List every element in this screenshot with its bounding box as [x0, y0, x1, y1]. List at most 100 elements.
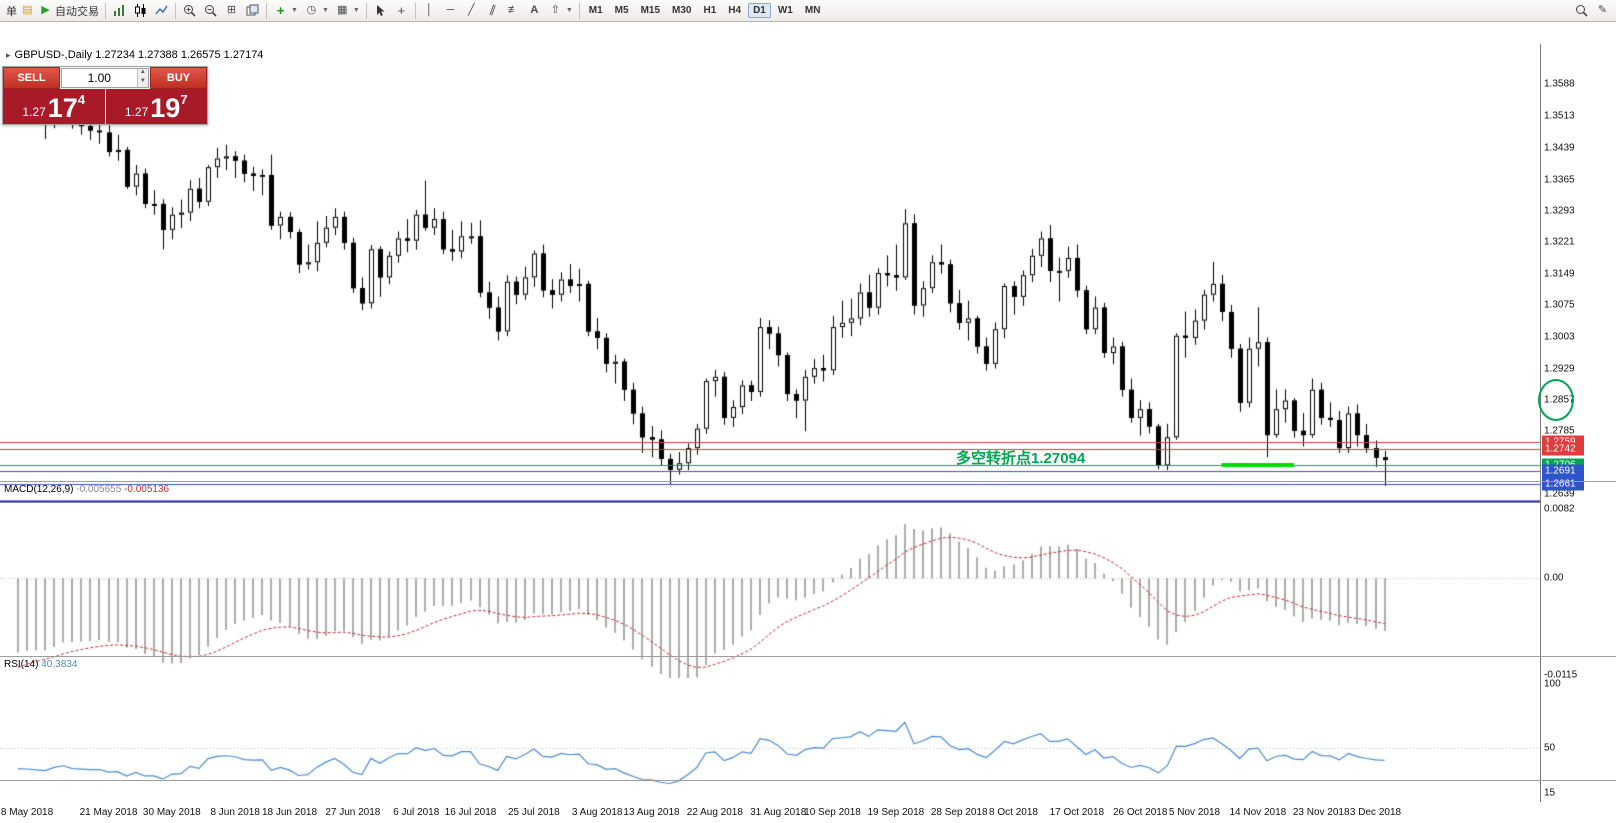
timeframe-button-H4[interactable]: H4 — [728, 5, 742, 16]
macd-indicator-label: MACD(12,26,9) -0.005655 -0.005136 — [4, 484, 170, 495]
time-axis[interactable]: 8 May 2018 21 May 2018 30 May 2018 8 Jun 20… — [0, 803, 1616, 823]
rsi-indicator-label: RSI(14) 40.3834 — [4, 659, 78, 670]
price-axis-label: 1.3439 — [1544, 142, 1575, 154]
toolbar-separator — [578, 2, 580, 19]
arrows-button[interactable]: ⇧ ▼ — [545, 1, 576, 21]
turning-point-annotation[interactable]: 多空转折点1.27094 — [956, 450, 1086, 467]
trendline-button[interactable]: ╱ — [461, 1, 482, 21]
date-label: 30 May 2018 — [142, 807, 201, 818]
autotrading-play-icon: ▶ — [41, 4, 50, 16]
rsi-value: 40.3834 — [41, 659, 78, 670]
zoom-in-button[interactable] — [179, 1, 200, 21]
zoom-out-button[interactable] — [200, 1, 221, 21]
price-axis-label: 1.3075 — [1544, 299, 1575, 311]
price-axis-label: 1.3588 — [1544, 78, 1575, 90]
line-chart-button[interactable] — [151, 1, 172, 21]
chevron-down-icon: ▼ — [565, 7, 573, 14]
search-button[interactable] — [1571, 1, 1592, 21]
panel-separator[interactable] — [0, 780, 1616, 781]
date-label: 16 Jul 2018 — [444, 807, 497, 818]
date-label: 31 Aug 2018 — [750, 807, 807, 818]
crosshair-icon: + — [397, 3, 406, 18]
volume-increase-button[interactable]: ▲ — [137, 69, 148, 78]
tile-windows-button[interactable]: ⊞ — [221, 1, 242, 21]
sell-price-small: 1.27 — [22, 105, 46, 119]
date-label: 23 Nov 2018 — [1292, 807, 1350, 818]
periods-button[interactable]: ◷ ▼ — [301, 1, 332, 21]
buy-price-small: 1.27 — [124, 105, 149, 119]
timeframe-button-MN[interactable]: MN — [804, 5, 821, 16]
channel-icon: ∥ — [487, 3, 498, 17]
date-label: 26 Oct 2018 — [1112, 807, 1168, 818]
price-axis[interactable]: 1.3588 1.3513 1.3439 1.3365 1.3293 1.3221 1.31… — [1540, 44, 1616, 802]
date-label: 10 Sep 2018 — [804, 807, 861, 818]
price-axis-label: 1.3293 — [1544, 205, 1575, 217]
price-axis-label: 1.3365 — [1544, 174, 1575, 186]
cascade-windows-button[interactable] — [242, 1, 263, 21]
chart-window: ▸ GBPUSD-,Daily 1.27234 1.27388 1.26575 … — [0, 22, 1616, 823]
vertical-line-button[interactable]: │ — [419, 1, 440, 21]
date-label: 8 May 2018 — [0, 807, 54, 818]
sell-price-box[interactable]: 1.27 17 4 — [3, 89, 105, 124]
templates-button[interactable]: ▦ ▼ — [332, 1, 363, 21]
fibonacci-icon: ≢ — [507, 4, 519, 16]
text-button[interactable]: A — [524, 1, 545, 21]
pencil-icon: ✎ — [1597, 4, 1608, 16]
rsi-axis-label: 15 — [1544, 787, 1556, 799]
market-watch-icon[interactable]: ▤ — [22, 4, 33, 16]
macd-canvas[interactable] — [0, 504, 1540, 678]
date-label: 3 Dec 2018 — [1349, 807, 1402, 818]
rsi-axis-label: 100 — [1544, 678, 1561, 690]
sell-button[interactable]: SELL — [3, 67, 60, 89]
candlestick-chart-button[interactable] — [130, 1, 151, 21]
buy-price-box[interactable]: 1.27 19 7 — [105, 89, 207, 124]
panel-separator[interactable] — [0, 481, 1616, 482]
new-order-label: 单 — [6, 5, 17, 18]
date-label: 22 Aug 2018 — [686, 807, 743, 818]
panel-separator[interactable] — [0, 656, 1616, 657]
rsi-canvas[interactable] — [0, 679, 1540, 802]
macd-axis-label: -0.0115 — [1544, 669, 1578, 681]
ellipse-annotation[interactable] — [1538, 379, 1574, 421]
timeframe-button-H1[interactable]: H1 — [703, 5, 717, 16]
timeframe-button-M15[interactable]: M15 — [640, 5, 661, 16]
main-chart-canvas[interactable] — [0, 44, 1540, 503]
horizontal-line-icon: ─ — [446, 4, 455, 16]
cursor-button[interactable] — [370, 1, 391, 21]
price-axis-label: 1.2639 — [1544, 488, 1575, 500]
indicators-button[interactable]: + ▼ — [270, 1, 301, 21]
buy-button[interactable]: BUY — [150, 67, 207, 89]
date-label: 27 Jun 2018 — [325, 807, 381, 818]
autotrading-label: 自动交易 — [55, 5, 99, 18]
date-label: 6 Jul 2018 — [393, 807, 440, 818]
edit-button[interactable]: ✎ — [1592, 1, 1613, 21]
price-axis-label: 1.3003 — [1544, 331, 1575, 343]
timeframe-button-M5[interactable]: M5 — [614, 5, 629, 16]
cursor-icon — [373, 3, 388, 18]
volume-input[interactable] — [62, 69, 137, 87]
channel-button[interactable]: ∥ — [482, 1, 503, 21]
date-label: 25 Jul 2018 — [507, 807, 560, 818]
date-label: 28 Sep 2018 — [930, 807, 988, 818]
bar-chart-button[interactable] — [109, 1, 130, 21]
cascade-windows-icon — [245, 3, 260, 18]
timeframe-bar: M1 M5 M15 M30 H1 H4 D1 W1 MN — [583, 3, 827, 18]
timeframe-button-D1[interactable]: D1 — [748, 3, 771, 18]
chevron-down-icon: ▼ — [291, 7, 298, 14]
crosshair-button[interactable]: + — [391, 1, 412, 21]
horizontal-line-button[interactable]: ─ — [440, 1, 461, 21]
date-label: 8 Jun 2018 — [210, 807, 260, 818]
toolbar-separator — [175, 2, 176, 19]
date-label: 19 Sep 2018 — [867, 807, 925, 818]
timeframe-button-W1[interactable]: W1 — [777, 5, 793, 16]
fibonacci-button[interactable]: ≢ — [503, 1, 524, 21]
clock-icon: ◷ — [306, 4, 317, 16]
macd-axis-label: 0.00 — [1544, 572, 1564, 584]
timeframe-button-M30[interactable]: M30 — [672, 5, 692, 16]
volume-decrease-button[interactable]: ▼ — [137, 78, 148, 87]
date-label: 17 Oct 2018 — [1049, 807, 1105, 818]
toolbar: 单 ▤ ▶ 自动交易 ⊞ + ▼ ◷ ▼ ▦ ▼ + │ ─ ╱ ∥ ≢ A ⇧ ▼ M… — [0, 0, 1616, 22]
autotrading-button[interactable]: ▶ 自动交易 — [35, 1, 102, 21]
timeframe-button-M1[interactable]: M1 — [588, 5, 603, 16]
new-order-button[interactable]: 单 — [3, 1, 20, 21]
